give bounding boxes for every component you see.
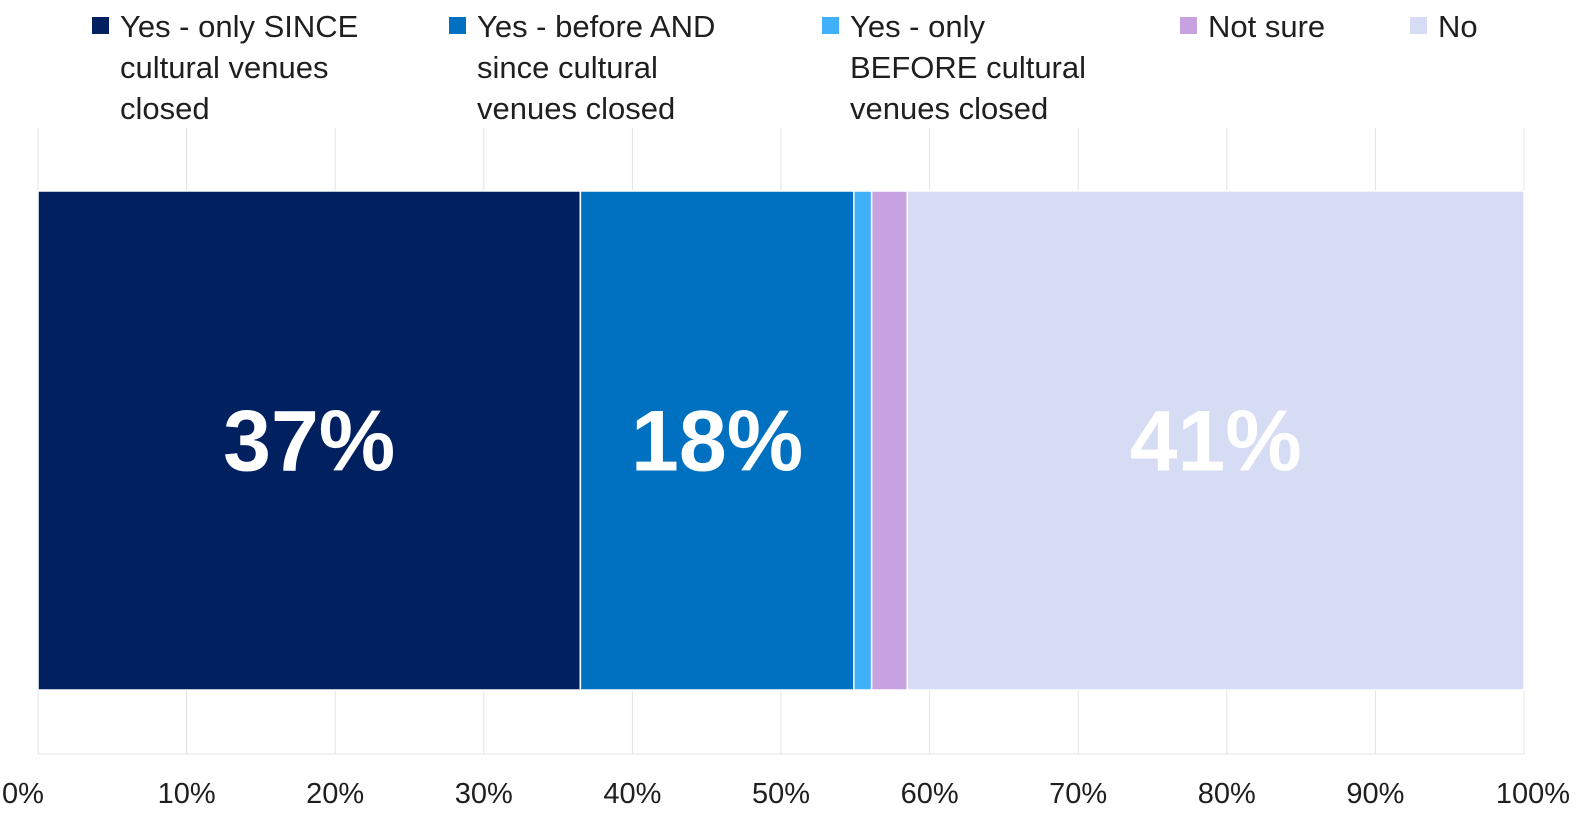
x-tick-label: 90% bbox=[1346, 778, 1404, 810]
legend-item: Yes - only BEFORE cultural venues closed bbox=[822, 9, 1086, 126]
legend-label: BEFORE cultural bbox=[850, 50, 1086, 85]
legend-item: Yes - only SINCE cultural venues closed bbox=[92, 9, 358, 126]
legend-swatch bbox=[822, 17, 839, 34]
legend-label: venues closed bbox=[850, 91, 1048, 126]
x-tick-label: 10% bbox=[158, 778, 216, 810]
legend-item: No bbox=[1410, 9, 1478, 44]
x-tick-label: 100% bbox=[1496, 778, 1570, 810]
x-tick-label: 20% bbox=[306, 778, 364, 810]
x-tick-label: 30% bbox=[455, 778, 513, 810]
legend-swatch bbox=[449, 17, 466, 34]
data-label: 37% bbox=[223, 394, 395, 490]
bar-segment bbox=[579, 190, 855, 691]
legend-label: closed bbox=[120, 91, 210, 126]
legend-swatch bbox=[1180, 17, 1197, 34]
legend-item: Not sure bbox=[1180, 9, 1325, 44]
data-labels: 37% 18% 41% bbox=[223, 394, 1302, 490]
x-tick-label: 60% bbox=[901, 778, 959, 810]
bar-segment bbox=[853, 190, 873, 691]
legend-label: venues closed bbox=[477, 91, 675, 126]
data-label: 41% bbox=[1130, 394, 1302, 490]
bar-segment bbox=[870, 190, 909, 691]
legend-swatch bbox=[92, 17, 109, 34]
legend-label: cultural venues bbox=[120, 50, 329, 85]
x-tick-label: 50% bbox=[752, 778, 810, 810]
legend-item: Yes - before AND since cultural venues clo… bbox=[449, 9, 715, 126]
x-tick-label: 0% bbox=[2, 778, 44, 810]
bar-segment bbox=[906, 190, 1525, 691]
x-tick-label: 40% bbox=[603, 778, 661, 810]
legend-label: Not sure bbox=[1208, 9, 1325, 44]
legend-label: since cultural bbox=[477, 50, 658, 85]
x-tick-label: 80% bbox=[1198, 778, 1256, 810]
bar-segments bbox=[37, 190, 1525, 691]
legend-swatch bbox=[1410, 17, 1427, 34]
legend-label: No bbox=[1438, 9, 1478, 44]
legend-label: Yes - only bbox=[850, 9, 985, 44]
legend-label: Yes - before AND bbox=[477, 9, 715, 44]
legend-label: Yes - only SINCE bbox=[120, 9, 358, 44]
x-axis: 0% 10% 20% 30% 40% 50% 60% 70% 80% 90% 100% bbox=[2, 778, 1570, 810]
x-tick-label: 70% bbox=[1049, 778, 1107, 810]
bar-segment bbox=[37, 190, 582, 691]
data-label: 18% bbox=[631, 394, 803, 490]
